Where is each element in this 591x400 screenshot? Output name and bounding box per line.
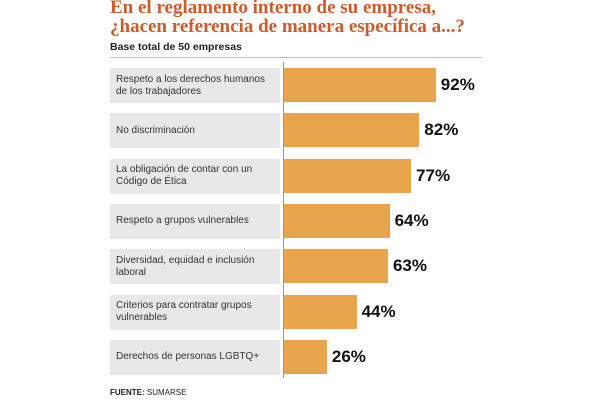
source-name: SUMARSE xyxy=(146,388,187,397)
value-label: 26% xyxy=(331,346,366,366)
category-label: Diversidad, equidad e inclusión laboral xyxy=(110,249,280,285)
value-label: 63% xyxy=(392,256,427,276)
chart-title: En el reglamento interno de su empresa, … xyxy=(110,0,580,36)
bar xyxy=(284,294,357,329)
value-label: 82% xyxy=(424,120,459,140)
bar xyxy=(284,339,327,374)
source: FUENTE: SUMARSE xyxy=(110,388,186,397)
title-line: ¿hacen referencia de manera específica a… xyxy=(110,16,465,37)
category-label: La obligación de contar con un Código de… xyxy=(110,158,280,194)
bar xyxy=(284,68,436,102)
value-label: 44% xyxy=(361,301,396,321)
title-line: En el reglamento interno de su empresa, xyxy=(110,0,436,18)
category-label: Derechos de personas LGBTQ+ xyxy=(110,339,280,375)
category-label: No discriminación xyxy=(110,113,280,149)
category-label: Respeto a grupos vulnerables xyxy=(110,203,280,239)
category-label: Respeto a los derechos humanos de los tr… xyxy=(110,68,280,103)
bar xyxy=(284,203,390,238)
category-label: Criterios para contratar grupos vulnerab… xyxy=(110,294,280,330)
divider xyxy=(110,57,482,58)
source-label: FUENTE: xyxy=(110,388,145,397)
subtitle: Base total de 50 empresas xyxy=(110,41,242,53)
bar xyxy=(284,158,412,193)
bar xyxy=(284,113,420,148)
value-label: 77% xyxy=(416,165,451,185)
value-label: 92% xyxy=(440,75,475,94)
value-label: 64% xyxy=(394,210,429,230)
axis-line xyxy=(283,62,284,378)
bar xyxy=(284,249,388,284)
